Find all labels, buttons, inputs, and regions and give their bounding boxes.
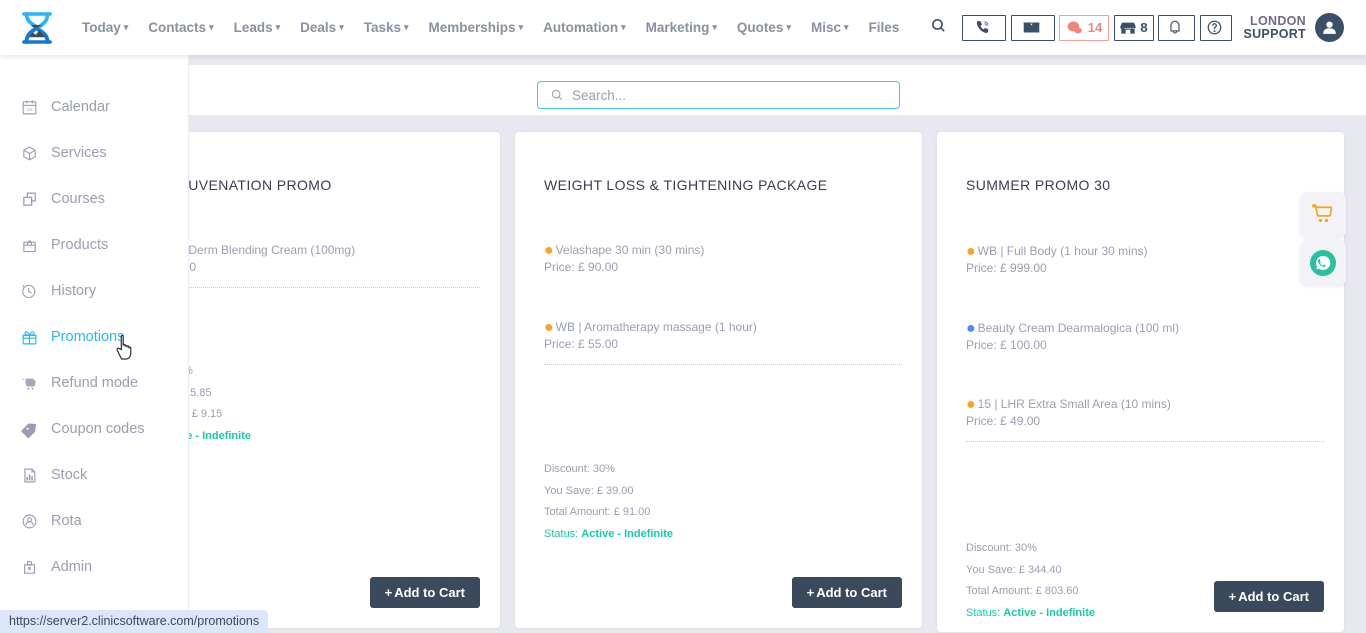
svg-text:12: 12 [27, 107, 33, 113]
